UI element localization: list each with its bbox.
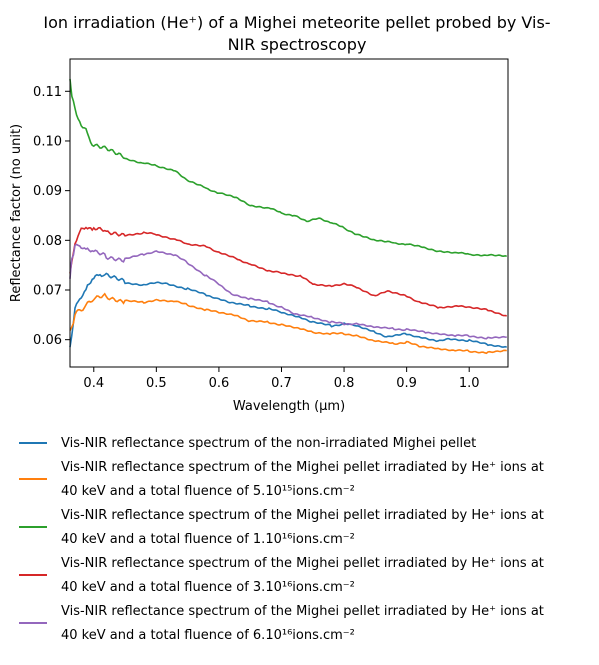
legend-label-2: Vis-NIR reflectance spectrum of the Migh… (61, 460, 544, 475)
series-lines (69, 78, 507, 355)
legend-label-4: 40 keV and a total fluence of 3.10¹⁶ions… (61, 580, 355, 595)
x-tick-label: 0.7 (271, 376, 292, 391)
series-line-1 (69, 272, 507, 348)
legend-label-5: 40 keV and a total fluence of 6.10¹⁶ions… (61, 628, 355, 643)
x-axis-ticks: 0.4 0.5 0.6 0.7 0.8 0.9 1.0 (83, 367, 480, 391)
chart-title-line-2: NIR spectroscopy (228, 35, 367, 54)
legend-label-1: Vis-NIR reflectance spectrum of the non-… (61, 436, 476, 451)
legend-label-4: Vis-NIR reflectance spectrum of the Migh… (61, 556, 544, 571)
y-tick-label: 0.08 (33, 234, 62, 249)
y-axis-title: Reflectance factor (no unit) (9, 124, 24, 302)
series-line-5 (69, 243, 507, 340)
x-tick-label: 0.5 (146, 376, 167, 391)
x-tick-label: 0.8 (334, 376, 355, 391)
series-line-2 (69, 292, 507, 355)
y-axis-ticks: 0.06 0.07 0.08 0.09 0.10 0.11 (33, 85, 70, 348)
series-line-3 (69, 78, 507, 258)
y-tick-label: 0.07 (33, 284, 62, 299)
legend-label-2: 40 keV and a total fluence of 5.10¹⁵ions… (61, 484, 355, 499)
x-tick-label: 1.0 (459, 376, 480, 391)
y-tick-label: 0.09 (33, 184, 62, 199)
legend-label-5: Vis-NIR reflectance spectrum of the Migh… (61, 604, 544, 619)
x-tick-label: 0.9 (396, 376, 417, 391)
plot-area-frame (69, 58, 509, 368)
y-tick-label: 0.10 (33, 134, 62, 149)
series-line-4 (69, 226, 507, 317)
legend-label-3: 40 keV and a total fluence of 1.10¹⁶ions… (61, 532, 355, 547)
y-tick-label: 0.06 (33, 333, 62, 348)
chart-title-line-1: Ion irradiation (He⁺) of a Mighei meteor… (43, 13, 550, 32)
x-axis-title: Wavelength (μm) (233, 399, 345, 414)
legend: Vis-NIR reflectance spectrum of the non-… (19, 436, 544, 643)
legend-label-3: Vis-NIR reflectance spectrum of the Migh… (61, 508, 544, 523)
y-tick-label: 0.11 (33, 85, 62, 100)
x-tick-label: 0.4 (83, 376, 104, 391)
x-tick-label: 0.6 (209, 376, 230, 391)
